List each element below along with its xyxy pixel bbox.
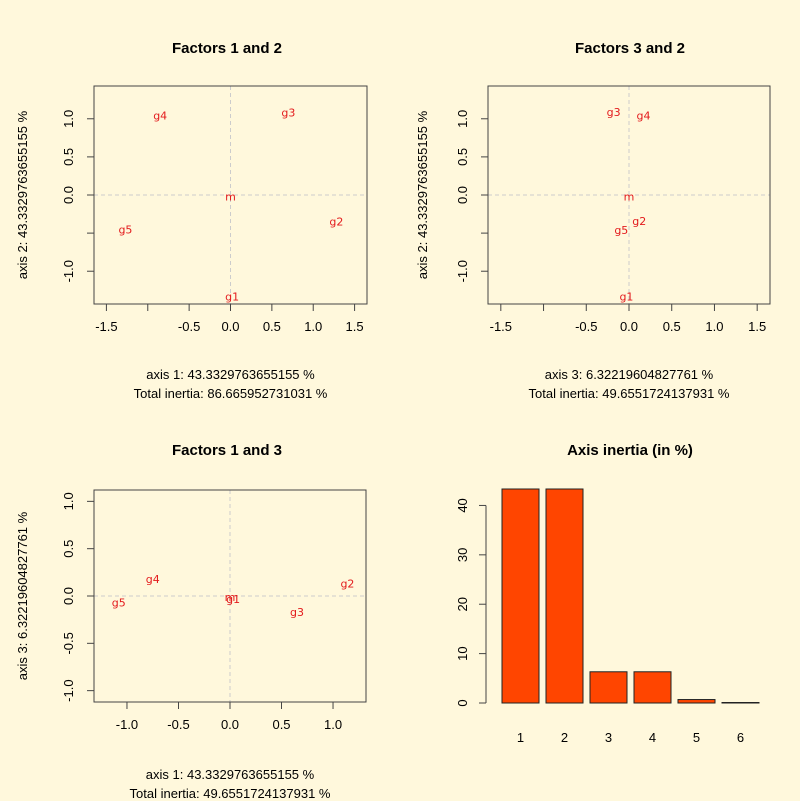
point-label-g1: g1 <box>619 290 633 303</box>
x-tick-label: 0.0 <box>620 319 638 334</box>
point-label-g3: g3 <box>607 106 621 119</box>
y-tick-label: 30 <box>455 548 470 562</box>
point-label-m: m <box>624 191 635 204</box>
y-tick-label: 1.0 <box>455 110 470 128</box>
x-axis-label: axis 3: 6.32219604827761 % <box>545 367 714 382</box>
x-tick-label: 1.0 <box>324 717 342 732</box>
x-tick-label: 1.5 <box>748 319 766 334</box>
x-tick-label: 0.5 <box>263 319 281 334</box>
point-label-g3: g3 <box>290 606 304 619</box>
y-axis-label: axis 2: 43.3329763655155 % <box>415 110 430 279</box>
x-tick-label: 1.5 <box>346 319 364 334</box>
y-tick-label: -1.0 <box>61 679 76 701</box>
x-tick-label: 1.0 <box>304 319 322 334</box>
y-tick-label: 0.0 <box>61 186 76 204</box>
x-tick-label: 0.5 <box>663 319 681 334</box>
point-label-g4: g4 <box>637 110 651 123</box>
bar-category-label: 1 <box>517 730 524 745</box>
scatter-panel-1: Factors 1 and 2 -1.5 -0.5 0.0 0.5 1.0 1.5 -1.0 0… <box>15 40 368 401</box>
x-tick-label: -0.5 <box>178 319 200 334</box>
y-tick-label: 0.0 <box>455 186 470 204</box>
y-axis-label: axis 3: 6.32219604827761 % <box>15 511 30 680</box>
point-label-g2: g2 <box>340 578 354 591</box>
x-tick-label: 0.5 <box>272 717 290 732</box>
y-tick-label: -0.5 <box>61 632 76 654</box>
point-label-g2: g2 <box>632 215 646 228</box>
scatter-panel-3: Factors 1 and 3 -1.0 -0.5 0.0 0.5 1.0 -1.0 -0.5… <box>15 442 367 801</box>
bar-category-label: 3 <box>605 730 612 745</box>
point-label-m: m <box>225 591 236 604</box>
total-inertia-label: Total inertia: 49.6551724137931 % <box>130 786 331 801</box>
point-label-g5: g5 <box>614 224 628 237</box>
bar-panel: Axis inertia (in %) 0 10 20 30 40 1 2 3 4 5 6 <box>455 442 760 745</box>
y-tick-label: 1.0 <box>61 492 76 510</box>
plot-title: Factors 1 and 3 <box>172 442 282 459</box>
bar-category-label: 5 <box>693 730 700 745</box>
x-tick-label: -1.0 <box>116 717 138 732</box>
plot-title: Axis inertia (in %) <box>567 442 693 459</box>
point-label-g3: g3 <box>281 107 295 120</box>
y-tick-label: 40 <box>455 498 470 512</box>
y-tick-label: 0.0 <box>61 587 76 605</box>
bar-5 <box>677 699 716 704</box>
x-tick-label: -1.5 <box>95 319 117 334</box>
bar-category-label: 2 <box>561 730 568 745</box>
bar-2 <box>545 488 584 704</box>
x-axis-label: axis 1: 43.3329763655155 % <box>146 767 315 782</box>
bar-6 <box>721 702 760 704</box>
total-inertia-label: Total inertia: 86.665952731031 % <box>134 386 328 401</box>
point-label-g5: g5 <box>118 223 132 236</box>
scatter-panel-2: Factors 3 and 2 -1.5 -0.5 0.0 0.5 1.0 1.5 -1.0 0… <box>415 40 771 401</box>
y-tick-label: 20 <box>455 597 470 611</box>
plot-title: Factors 3 and 2 <box>575 40 685 57</box>
bar-1 <box>501 488 540 704</box>
point-label-g5: g5 <box>112 597 126 610</box>
bar-category-label: 6 <box>737 730 744 745</box>
total-inertia-label: Total inertia: 49.6551724137931 % <box>529 386 730 401</box>
x-tick-label: -1.5 <box>490 319 512 334</box>
y-tick-label: 0.5 <box>455 148 470 166</box>
point-label-g1: g1 <box>225 290 239 303</box>
y-tick-label: 0.5 <box>61 148 76 166</box>
plot-title: Factors 1 and 2 <box>172 40 282 57</box>
y-tick-label: 0 <box>455 699 470 706</box>
y-tick-label: -1.0 <box>455 260 470 282</box>
point-label-g4: g4 <box>146 573 160 586</box>
x-axis-label: axis 1: 43.3329763655155 % <box>146 367 315 382</box>
bar-4 <box>633 671 672 704</box>
bar-category-label: 4 <box>649 730 656 745</box>
x-tick-label: 0.0 <box>221 717 239 732</box>
y-tick-label: 1.0 <box>61 110 76 128</box>
y-tick-label: -1.0 <box>61 260 76 282</box>
x-tick-label: -0.5 <box>167 717 189 732</box>
point-label-g2: g2 <box>329 216 343 229</box>
bar-3 <box>589 671 628 704</box>
y-tick-label: 0.5 <box>61 540 76 558</box>
x-tick-label: 0.0 <box>221 319 239 334</box>
x-tick-label: 1.0 <box>705 319 723 334</box>
point-label-g4: g4 <box>153 110 167 123</box>
point-label-m: m <box>225 191 236 204</box>
y-tick-label: 10 <box>455 646 470 660</box>
y-axis-label: axis 2: 43.3329763655155 % <box>15 110 30 279</box>
x-tick-label: -0.5 <box>575 319 597 334</box>
point-label-g1: g1 <box>226 593 240 606</box>
